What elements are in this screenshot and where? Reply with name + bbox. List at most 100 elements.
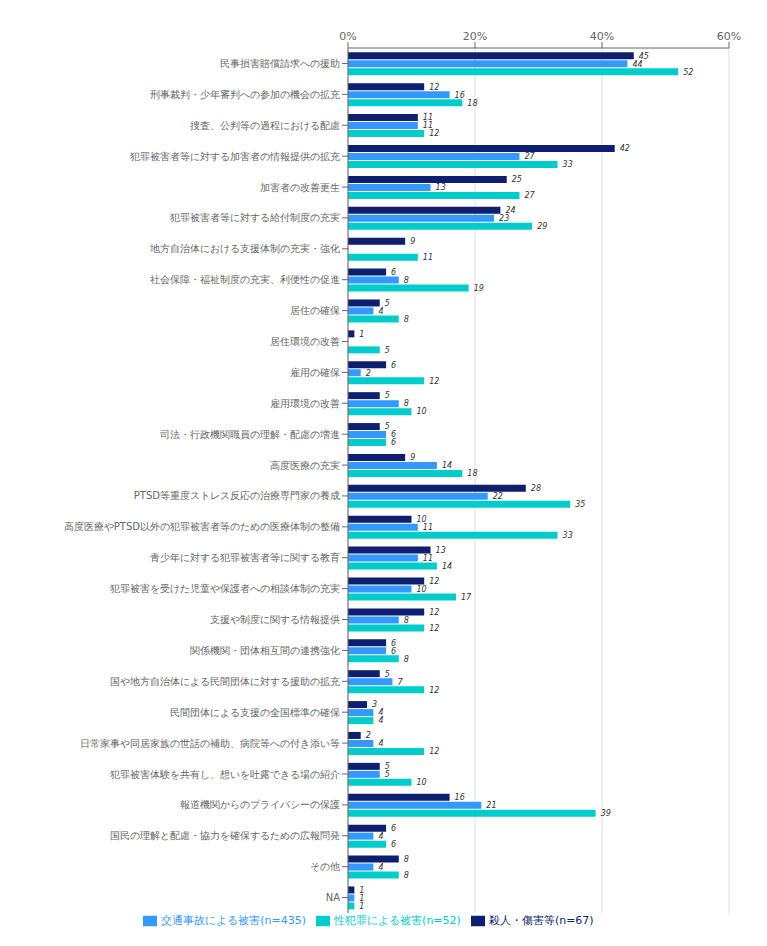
svg-text:犯罪被害を受けた児童や保護者への相談体制の充実: 犯罪被害を受けた児童や保護者への相談体制の充実 (110, 583, 340, 594)
svg-text:5: 5 (385, 770, 390, 779)
svg-text:民間団体による支援の全国標準の確保: 民間団体による支援の全国標準の確保 (170, 707, 340, 718)
svg-text:10: 10 (417, 778, 427, 787)
svg-text:5: 5 (385, 391, 390, 400)
svg-text:33: 33 (563, 531, 573, 540)
svg-text:国民の理解と配慮・協力を確保するための広報問発: 国民の理解と配慮・協力を確保するための広報問発 (110, 830, 340, 841)
svg-text:12: 12 (429, 608, 439, 617)
svg-text:25: 25 (512, 175, 522, 184)
svg-text:5: 5 (385, 422, 390, 431)
svg-text:11: 11 (423, 554, 433, 563)
svg-text:4: 4 (378, 307, 383, 316)
svg-text:11: 11 (423, 253, 433, 262)
svg-text:19: 19 (474, 284, 484, 293)
svg-text:12: 12 (429, 377, 439, 386)
svg-text:9: 9 (410, 453, 415, 462)
svg-text:23: 23 (499, 214, 509, 223)
svg-text:4: 4 (378, 832, 383, 841)
svg-text:6: 6 (391, 361, 396, 370)
svg-text:35: 35 (575, 500, 585, 509)
svg-text:52: 52 (683, 68, 693, 77)
svg-text:13: 13 (436, 183, 446, 192)
svg-text:16: 16 (455, 793, 465, 802)
svg-text:9: 9 (410, 237, 415, 246)
svg-text:国や地方自治体による民間団体に対する援助の拡充: 国や地方自治体による民間団体に対する援助の拡充 (110, 676, 340, 687)
svg-text:6: 6 (391, 438, 396, 447)
svg-text:60%: 60% (717, 30, 741, 43)
svg-text:18: 18 (467, 99, 477, 108)
svg-text:8: 8 (404, 871, 409, 880)
svg-text:12: 12 (429, 83, 439, 92)
svg-text:高度医療やPTSD以外の犯罪被害者等のための医療体制の整備: 高度医療やPTSD以外の犯罪被害者等のための医療体制の整備 (64, 521, 340, 532)
svg-text:犯罪被害者等に対する加害者の情報提供の拡充: 犯罪被害者等に対する加害者の情報提供の拡充 (130, 151, 340, 162)
svg-text:5: 5 (385, 346, 390, 355)
svg-text:3: 3 (372, 700, 377, 709)
svg-text:捜査、公判等の過程における配慮: 捜査、公判等の過程における配慮 (190, 120, 340, 131)
svg-text:その他: その他 (310, 861, 340, 872)
svg-text:6: 6 (391, 840, 396, 849)
svg-text:27: 27 (524, 191, 535, 200)
svg-text:雇用の確保: 雇用の確保 (290, 367, 340, 378)
svg-text:関係機関・団体相互間の連携強化: 関係機関・団体相互間の連携強化 (190, 645, 340, 656)
svg-text:42: 42 (620, 144, 630, 153)
svg-text:14: 14 (442, 461, 452, 470)
svg-text:犯罪被害体験を共有し、想いを吐露できる場の紹介: 犯罪被害体験を共有し、想いを吐露できる場の紹介 (110, 769, 340, 780)
svg-text:PTSD等重度ストレス反応の治療専門家の養成: PTSD等重度ストレス反応の治療専門家の養成 (134, 490, 340, 501)
svg-text:4: 4 (378, 863, 383, 872)
svg-text:12: 12 (429, 624, 439, 633)
svg-text:社会保障・福祉制度の充実、利便性の促進: 社会保障・福祉制度の充実、利便性の促進 (150, 274, 340, 285)
svg-text:12: 12 (429, 577, 439, 586)
svg-text:青少年に対する犯罪被害者等に関する教育: 青少年に対する犯罪被害者等に関する教育 (150, 552, 340, 563)
svg-text:6: 6 (391, 268, 396, 277)
svg-text:居住の確保: 居住の確保 (290, 305, 340, 316)
svg-text:1: 1 (359, 330, 364, 339)
svg-text:支援や制度に関する情報提供: 支援や制度に関する情報提供 (210, 614, 340, 625)
svg-text:5: 5 (385, 299, 390, 308)
svg-text:加害者の改善更生: 加害者の改善更生 (260, 182, 340, 193)
svg-text:12: 12 (429, 747, 439, 756)
svg-text:日常家事や同居家族の世話の補助、病院等への付き添い等: 日常家事や同居家族の世話の補助、病院等への付き添い等 (80, 738, 340, 749)
svg-text:20%: 20% (463, 30, 487, 43)
svg-text:民事損害賠償請求への援助: 民事損害賠償請求への援助 (220, 58, 340, 69)
svg-text:10: 10 (417, 407, 427, 416)
svg-text:12: 12 (429, 686, 439, 695)
svg-text:1: 1 (359, 902, 364, 911)
svg-text:8: 8 (404, 616, 409, 625)
svg-text:4: 4 (378, 739, 383, 748)
svg-text:刑事裁判・少年審判への参加の機会の拡充: 刑事裁判・少年審判への参加の機会の拡充 (150, 89, 340, 100)
svg-text:8: 8 (404, 399, 409, 408)
svg-text:6: 6 (391, 647, 396, 656)
svg-text:2: 2 (366, 731, 371, 740)
svg-text:雇用環境の改善: 雇用環境の改善 (270, 398, 340, 409)
svg-text:10: 10 (417, 585, 427, 594)
svg-text:11: 11 (423, 523, 433, 532)
svg-text:4: 4 (378, 716, 383, 725)
svg-text:40%: 40% (590, 30, 614, 43)
svg-text:44: 44 (632, 60, 642, 69)
svg-text:17: 17 (461, 593, 472, 602)
svg-text:7: 7 (397, 678, 403, 687)
svg-text:2: 2 (366, 369, 371, 378)
svg-text:33: 33 (563, 160, 573, 169)
svg-text:16: 16 (455, 91, 465, 100)
svg-text:8: 8 (404, 276, 409, 285)
svg-text:13: 13 (436, 546, 446, 555)
svg-text:地方自治体における支援体制の充実・強化: 地方自治体における支援体制の充実・強化 (149, 243, 340, 254)
svg-text:8: 8 (404, 315, 409, 324)
svg-text:27: 27 (524, 152, 535, 161)
svg-text:6: 6 (391, 824, 396, 833)
svg-text:5: 5 (385, 670, 390, 679)
svg-text:8: 8 (404, 855, 409, 864)
svg-text:司法・行政機関職員の理解・配慮の増進: 司法・行政機関職員の理解・配慮の増進 (160, 429, 340, 440)
svg-text:0%: 0% (339, 30, 356, 43)
svg-text:28: 28 (531, 484, 541, 493)
svg-text:22: 22 (493, 492, 503, 501)
svg-text:14: 14 (442, 562, 452, 571)
svg-text:犯罪被害者等に対する給付制度の充実: 犯罪被害者等に対する給付制度の充実 (170, 212, 340, 223)
svg-text:18: 18 (467, 469, 477, 478)
svg-text:21: 21 (486, 801, 496, 810)
svg-text:8: 8 (404, 655, 409, 664)
svg-text:NA: NA (326, 892, 340, 903)
svg-text:29: 29 (537, 222, 547, 231)
svg-text:39: 39 (601, 809, 611, 818)
svg-text:高度医療の充実: 高度医療の充実 (270, 460, 340, 471)
